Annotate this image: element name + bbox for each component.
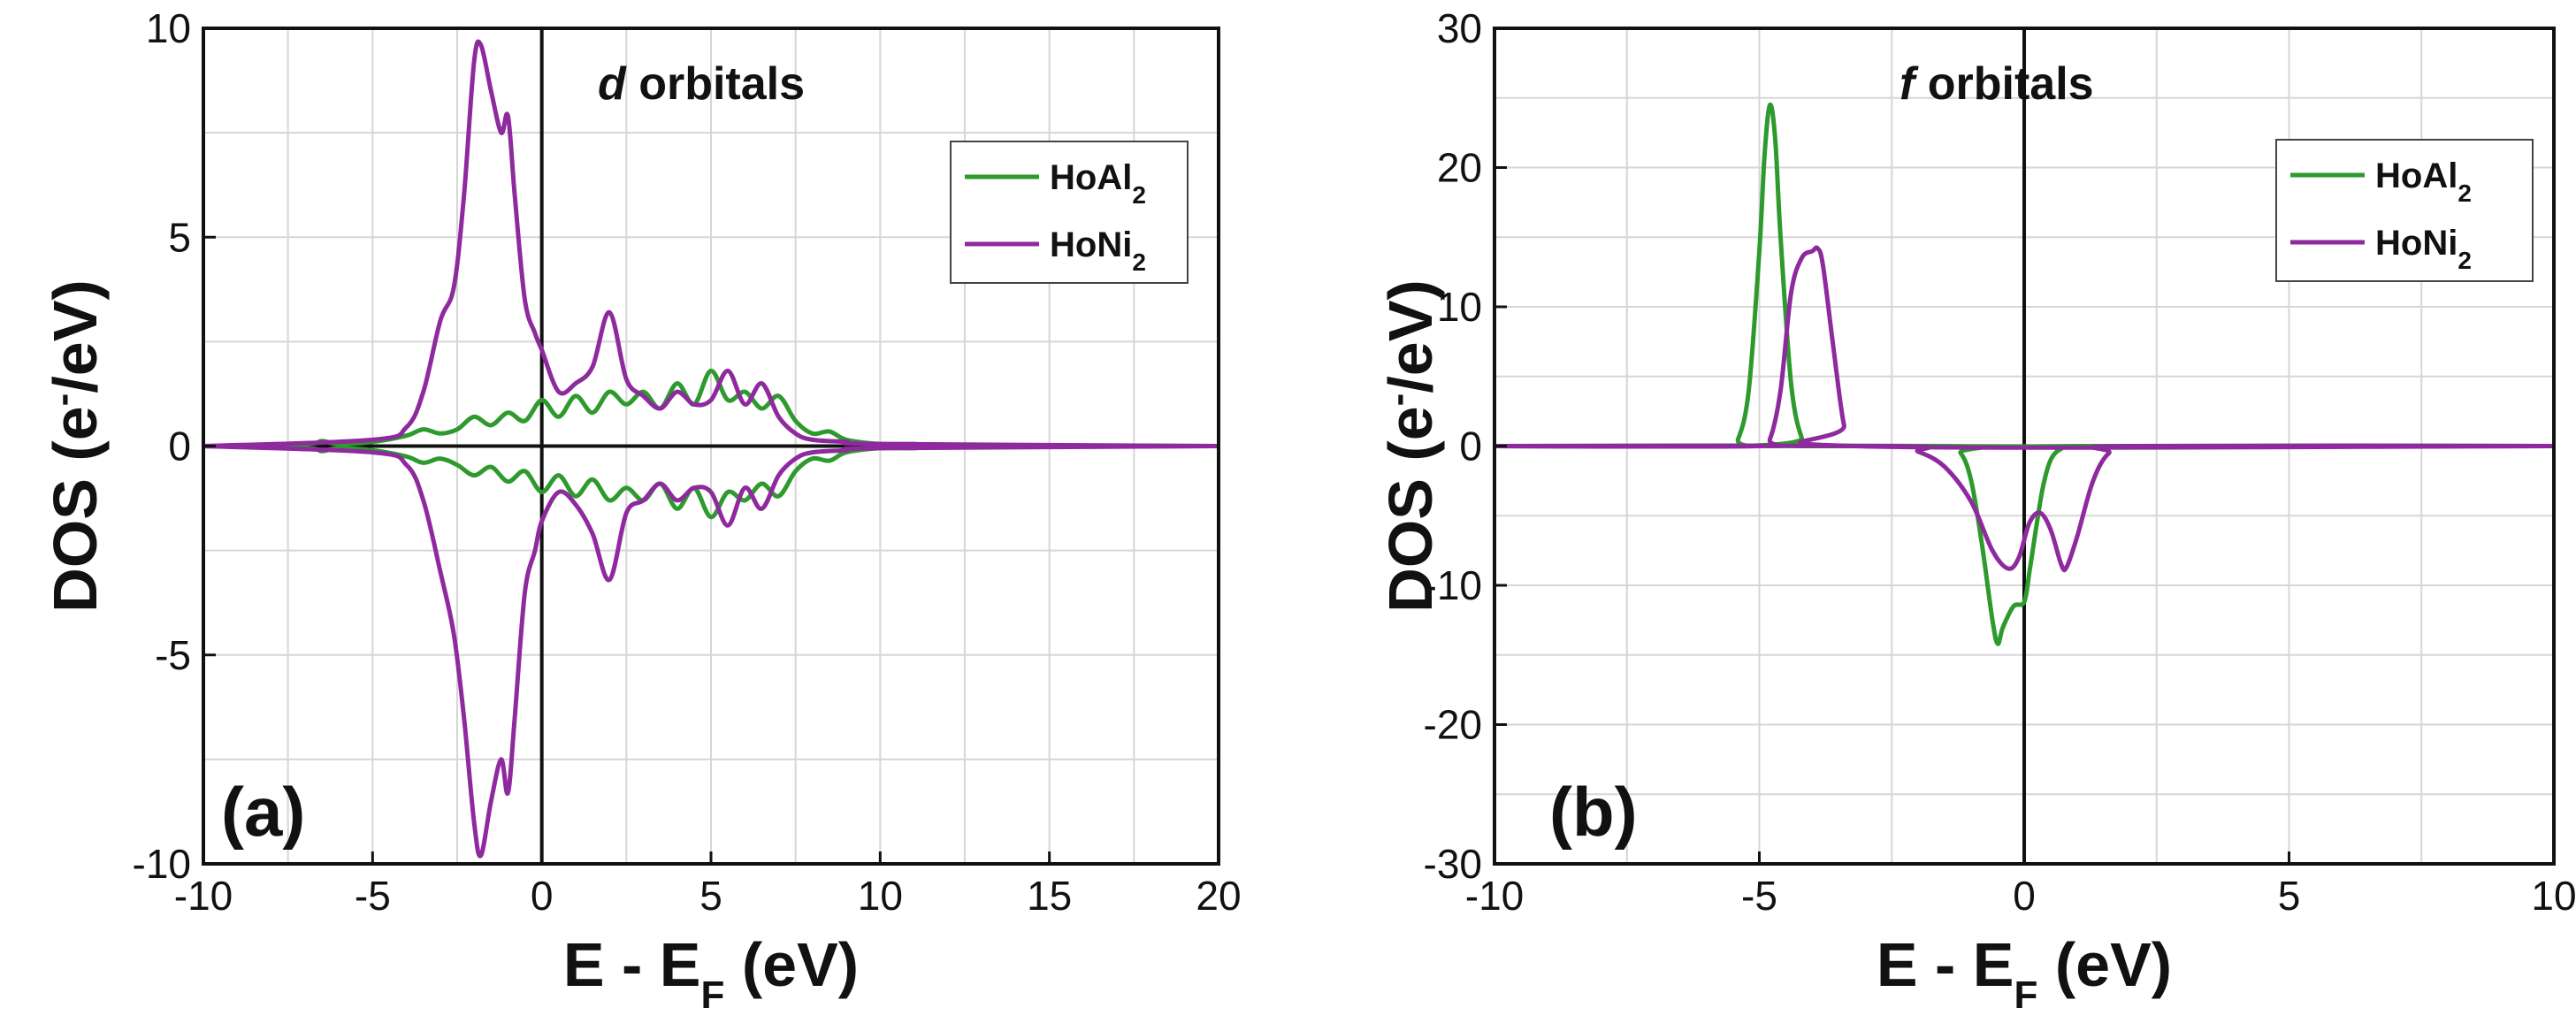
panel-a-legend-name-honi2: HoNi [1050,225,1132,264]
panel-b-y-tick-label: 20 [1437,145,1482,191]
panel-a-ylabel-sup: - [41,393,84,407]
panel-b-chart: -10 -5 0 5 10 -30 -20 -10 0 10 20 30 f orbitals (b… [1376,5,2576,1017]
panel-b-y-tick-label: -20 [1424,702,1482,748]
panel-a-y-tick-label: 5 [168,214,191,260]
panel-b-series [1494,103,2555,646]
panel-a-honi2-spin-up-line [203,39,1219,448]
panel-a-ylabel-main: DOS (e [41,406,110,612]
panel-a-annotation-rest: orbitals [626,58,805,110]
panel-a-xlabel-tail: (eV) [724,930,859,999]
panel-b-y-tick-label: 10 [1437,284,1482,330]
panel-a-legend-name-hoal2: HoAl [1050,158,1132,197]
panel-a-legend-sub-hoal2: 2 [1132,181,1146,209]
panel-a-xlabel-main: E - E [563,930,701,999]
panel-a-y-tick-label: -5 [155,632,191,678]
panel-b-annotation: f orbitals [1900,58,2094,110]
panel-a-chart: -10 -5 0 5 10 15 20 -10 -5 0 5 10 d orbitals (a) H… [41,5,1242,1017]
panel-a-x-tick-label: -5 [355,873,391,919]
panel-a-hoal2-spin-down-line [203,444,1219,520]
panel-b-xlabel-main: E - E [1877,930,2014,999]
panel-b-legend-box [2275,139,2534,282]
panel-b-legend-sub-hoal2: 2 [2458,179,2472,207]
panel-a-x-tick-label: 20 [1196,873,1241,919]
panel-b-x-tick-label: 5 [2278,873,2301,919]
panel-a-x-tick-label: 15 [1027,873,1072,919]
panel-b-xlabel-sub: F [2014,973,2038,1017]
panel-a-y-tick-label: -10 [133,841,191,887]
panel-b-x-tick-label: 10 [2531,873,2576,919]
panel-a-annotation-italic: d [598,58,627,110]
panel-a-x-tick-label: 5 [699,873,722,919]
panel-b-legend-name-hoal2: HoAl [2375,157,2458,195]
panel-b-y-tick-label: 30 [1437,5,1482,51]
panel-a-xlabel-sub: F [701,973,725,1017]
panel-a-x-tick-label: 10 [858,873,903,919]
panel-b-legend: HoAl2 HoNi2 [2275,139,2534,282]
panel-a-series [203,39,1219,859]
panel-a-legend: HoAl2 HoNi2 [950,141,1189,284]
panel-a-honi2-spin-down-line [203,444,1219,859]
panel-b-ylabel-tail: /eV) [1376,279,1445,393]
panel-b-x-axis-title: E - EF (eV) [1877,930,2172,1017]
panel-b-legend-label-honi2: HoNi2 [2375,224,2472,274]
panel-a-x-tick-label: 0 [531,873,554,919]
panel-b-y-axis-title: DOS (e-/eV) [1376,279,1446,612]
panel-a-ylabel-tail: /eV) [41,279,110,393]
panel-a-legend-label-honi2: HoNi2 [1050,225,1146,276]
panel-b-x-ticks: -10 -5 0 5 10 [1465,851,2576,919]
panel-a-y-axis-title: DOS (e-/eV) [41,279,111,612]
panel-b-legend-label-hoal2: HoAl2 [2375,157,2472,207]
panel-b-ylabel-main: DOS (e [1376,406,1445,612]
panel-a-annotation: d orbitals [598,58,805,110]
panel-a-y-ticks: -10 -5 0 5 10 [133,5,216,887]
panel-a-hoal2-spin-up-line [203,368,1219,448]
panel-b-honi2-spin-down-line [1494,443,2555,573]
panel-b-annotation-italic: f [1900,58,1919,110]
panel-b-ylabel-sup: - [1376,393,1419,407]
panel-b-x-tick-label: 0 [2013,873,2036,919]
panel-b-x-tick-label: -5 [1741,873,1777,919]
panel-b-x-tick-label: -10 [1465,873,1524,919]
panel-b-legend-name-honi2: HoNi [2375,224,2458,263]
panel-a-x-tick-label: -10 [174,873,233,919]
panel-b-y-tick-label: -10 [1424,562,1482,608]
panel-a-y-tick-label: 10 [146,5,191,51]
panel-a-x-axis-title: E - EF (eV) [563,930,859,1017]
panel-a-x-ticks: -10 -5 0 5 10 15 20 [174,851,1242,919]
panel-a-legend-sub-honi2: 2 [1132,248,1146,276]
panel-a-y-tick-label: 0 [168,424,191,470]
panel-a-legend-box [950,141,1189,284]
panel-b-label: (b) [1549,773,1638,851]
panel-b-y-tick-label: 0 [1459,424,1482,470]
panel-b-y-ticks: -30 -20 -10 0 10 20 30 [1424,5,1507,887]
panel-b-annotation-rest: orbitals [1915,58,2093,110]
panel-b-xlabel-tail: (eV) [2037,930,2172,999]
panel-b-y-tick-label: -30 [1424,841,1482,887]
panel-a-label: (a) [221,773,305,851]
panel-a-legend-label-hoal2: HoAl2 [1050,158,1146,209]
panel-b-legend-sub-honi2: 2 [2458,247,2472,274]
